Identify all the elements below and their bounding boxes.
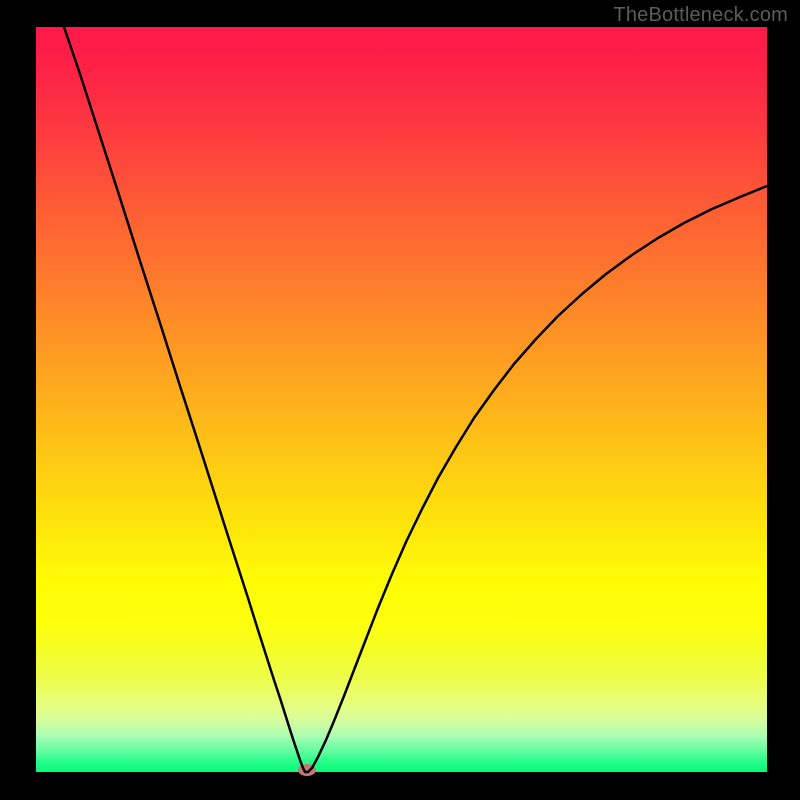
watermark-text: TheBottleneck.com [613,4,788,27]
bottleneck-marker [298,764,316,776]
plot-background [36,27,767,772]
chart-container: TheBottleneck.com [0,0,800,800]
